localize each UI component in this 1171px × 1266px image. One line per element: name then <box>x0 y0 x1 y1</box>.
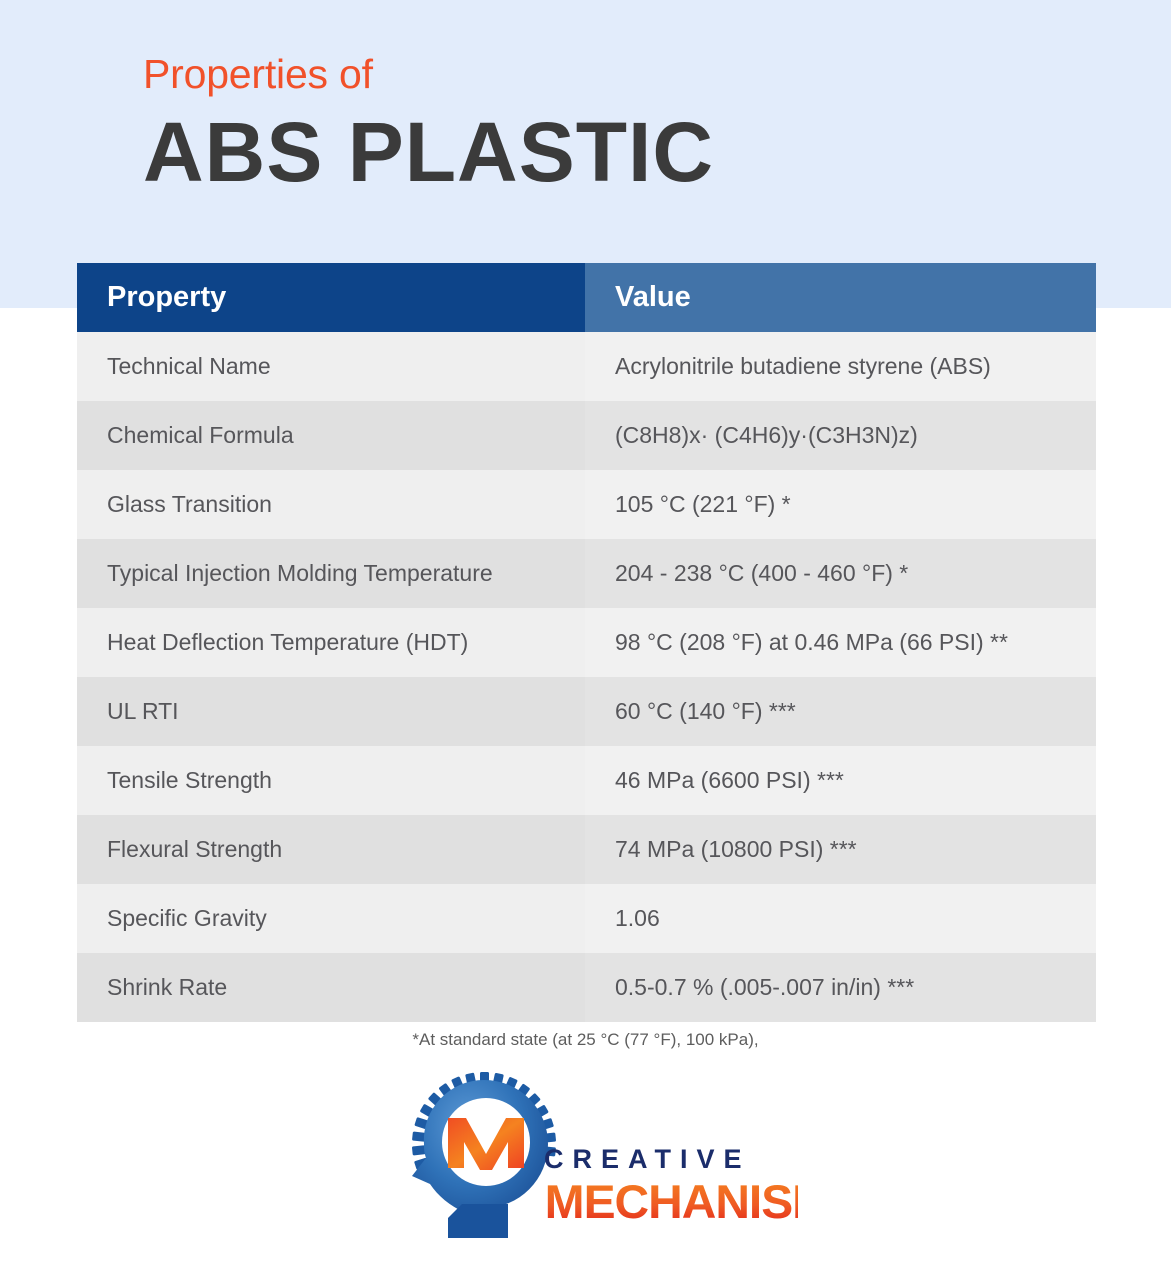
creative-mechanisms-logo: CREATIVE MECHANISMS <box>408 1072 798 1244</box>
cell-value: 105 °C (221 °F) * <box>585 470 1096 539</box>
cell-value: 1.06 <box>585 884 1096 953</box>
cell-value: 46 MPa (6600 PSI) *** <box>585 746 1096 815</box>
cell-property: Specific Gravity <box>77 884 585 953</box>
cell-property: Heat Deflection Temperature (HDT) <box>77 608 585 677</box>
cell-property: Technical Name <box>77 332 585 401</box>
table-row: Glass Transition 105 °C (221 °F) * <box>77 470 1096 539</box>
cell-value: Acrylonitrile butadiene styrene (ABS) <box>585 332 1096 401</box>
logo-word-creative: CREATIVE <box>544 1144 751 1174</box>
hero-background-band <box>0 0 1171 308</box>
column-header-value: Value <box>585 263 1096 332</box>
cell-property: Typical Injection Molding Temperature <box>77 539 585 608</box>
table-row: Shrink Rate 0.5-0.7 % (.005-.007 in/in) … <box>77 953 1096 1022</box>
table-row: Heat Deflection Temperature (HDT) 98 °C … <box>77 608 1096 677</box>
properties-table: Property Value Technical Name Acrylonitr… <box>77 263 1096 1022</box>
eyebrow-text: Properties of <box>143 51 373 97</box>
cell-property: Glass Transition <box>77 470 585 539</box>
table-body: Technical Name Acrylonitrile butadiene s… <box>77 332 1096 1022</box>
cell-value: 98 °C (208 °F) at 0.46 MPa (66 PSI) ** <box>585 608 1096 677</box>
cell-value: 60 °C (140 °F) *** <box>585 677 1096 746</box>
table-row: Flexural Strength 74 MPa (10800 PSI) *** <box>77 815 1096 884</box>
table-header-row: Property Value <box>77 263 1096 332</box>
table-row: Tensile Strength 46 MPa (6600 PSI) *** <box>77 746 1096 815</box>
table-row: Technical Name Acrylonitrile butadiene s… <box>77 332 1096 401</box>
cell-value: 204 - 238 °C (400 - 460 °F) * <box>585 539 1096 608</box>
table-row: Chemical Formula (C8H8)x· (C4H6)y·(C3H3N… <box>77 401 1096 470</box>
head-gear-mark <box>412 1072 556 1238</box>
cell-property: Flexural Strength <box>77 815 585 884</box>
logo-word-mechanisms: MECHANISMS <box>545 1176 798 1228</box>
cell-property: Tensile Strength <box>77 746 585 815</box>
cell-property: UL RTI <box>77 677 585 746</box>
cell-property: Shrink Rate <box>77 953 585 1022</box>
footnote-text: *At standard state (at 25 °C (77 °F), 10… <box>412 1030 759 1049</box>
cell-value: 0.5-0.7 % (.005-.007 in/in) *** <box>585 953 1096 1022</box>
cell-value: 74 MPa (10800 PSI) *** <box>585 815 1096 884</box>
table-row: UL RTI 60 °C (140 °F) *** <box>77 677 1096 746</box>
title-block: Properties of ABS PLASTIC <box>143 48 714 198</box>
column-header-property: Property <box>77 263 585 332</box>
table-row: Specific Gravity 1.06 <box>77 884 1096 953</box>
cell-value: (C8H8)x· (C4H6)y·(C3H3N)z) <box>585 401 1096 470</box>
page-title: ABS PLASTIC <box>143 105 715 199</box>
cell-property: Chemical Formula <box>77 401 585 470</box>
table-row: Typical Injection Molding Temperature 20… <box>77 539 1096 608</box>
